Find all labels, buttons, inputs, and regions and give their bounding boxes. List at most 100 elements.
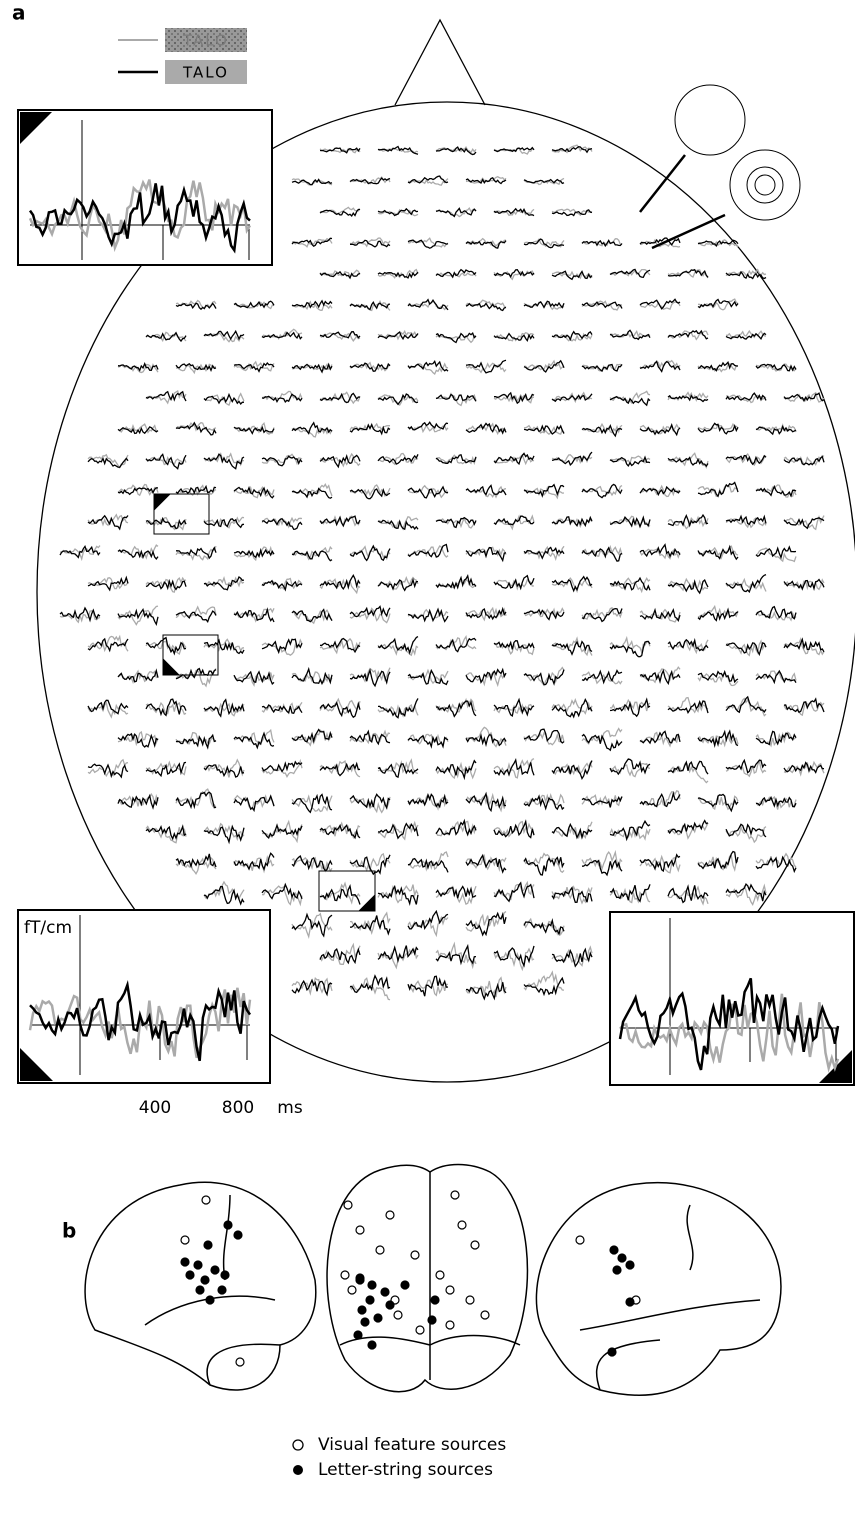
trace-grey <box>87 758 129 778</box>
trace-black <box>581 483 623 499</box>
trace-black <box>377 207 419 217</box>
panel-label: b <box>62 1219 76 1243</box>
trace-grey <box>349 852 391 873</box>
trace-black <box>435 516 477 529</box>
trace-black <box>697 669 739 684</box>
trace-black <box>407 485 449 499</box>
trace-black <box>349 668 391 688</box>
trace-grey <box>261 885 303 907</box>
trace-black <box>291 299 333 309</box>
letter-source <box>205 1295 215 1305</box>
trace-black <box>349 544 391 562</box>
letter-source <box>193 1260 203 1270</box>
trace-black <box>783 578 825 592</box>
trace-grey <box>551 697 593 715</box>
trace-black <box>203 885 245 906</box>
trace-black <box>551 760 593 780</box>
trace-grey <box>261 702 303 715</box>
trace-grey <box>697 298 739 311</box>
trace-black <box>319 823 361 840</box>
trace-grey <box>407 178 449 186</box>
trace-black <box>581 859 623 877</box>
trace-black <box>203 638 245 655</box>
trace-black <box>117 732 159 749</box>
trace-black <box>117 487 158 496</box>
trace-black <box>350 239 391 248</box>
legend-marker <box>293 1465 303 1475</box>
legend-label: Visual feature sources <box>318 1435 506 1455</box>
legend-label: TALO <box>182 64 229 82</box>
trace-grey <box>551 885 593 905</box>
trace-grey <box>639 731 681 748</box>
letter-source <box>210 1265 220 1275</box>
letter-source <box>220 1270 230 1280</box>
visual-source <box>470 1240 480 1250</box>
visual-source <box>457 1220 467 1230</box>
trace-black <box>493 945 535 968</box>
letter-source <box>373 1313 383 1323</box>
trace-black <box>203 329 245 341</box>
trace-black <box>377 884 419 907</box>
trace-black <box>697 481 739 498</box>
trace-black <box>551 146 593 154</box>
trace-grey <box>320 515 361 527</box>
trace-black <box>667 456 709 468</box>
trace-black <box>493 757 535 777</box>
trace-grey <box>319 881 361 905</box>
trace-grey <box>87 577 129 590</box>
trace-black <box>261 704 303 715</box>
visual-source <box>385 1210 395 1220</box>
letter-source <box>380 1287 390 1297</box>
trace-black <box>493 269 535 279</box>
trace-black <box>291 421 333 435</box>
trace-black <box>407 792 449 809</box>
trace-grey <box>639 484 681 498</box>
trace-black <box>523 976 565 997</box>
trace-black <box>523 178 565 185</box>
trace-black <box>377 454 419 465</box>
trace-grey <box>465 546 507 557</box>
trace-black <box>291 978 333 997</box>
trace-black <box>435 146 477 156</box>
trace-black <box>551 515 593 528</box>
trace-black <box>639 360 681 373</box>
trace-grey <box>145 389 187 405</box>
trace-grey <box>319 942 361 965</box>
trace-grey <box>493 947 535 972</box>
trace-black <box>551 393 593 403</box>
trace-black <box>465 546 507 563</box>
trace-grey <box>203 758 245 778</box>
trace-black <box>377 636 419 655</box>
trace-grey <box>435 334 477 344</box>
trace-black <box>117 361 159 372</box>
trace-black <box>29 980 252 1062</box>
trace-black <box>783 392 825 403</box>
trace-black <box>755 605 797 620</box>
trace-grey <box>523 666 565 687</box>
trace-black <box>435 818 477 837</box>
trace-grey <box>783 514 825 531</box>
trace-black <box>291 550 333 562</box>
trace-grey <box>755 423 797 433</box>
trace-grey <box>493 578 535 591</box>
trace-grey <box>581 727 623 745</box>
trace-black <box>493 640 535 650</box>
trace-black <box>639 237 681 246</box>
trace-black <box>407 543 449 558</box>
letter-source <box>365 1295 375 1305</box>
trace-black <box>377 519 419 531</box>
trace-black <box>233 547 275 559</box>
trace-grey <box>435 146 477 154</box>
trace-black <box>261 823 303 840</box>
trace-black <box>523 728 565 744</box>
trace-black <box>349 793 391 810</box>
visual-source <box>410 1250 420 1260</box>
trace-black <box>667 513 709 528</box>
trace-black <box>435 331 477 344</box>
trace-black <box>609 640 651 658</box>
trace-grey <box>407 915 449 938</box>
trace-grey <box>581 422 623 434</box>
trace-black <box>551 886 593 903</box>
trace-black <box>465 791 507 813</box>
